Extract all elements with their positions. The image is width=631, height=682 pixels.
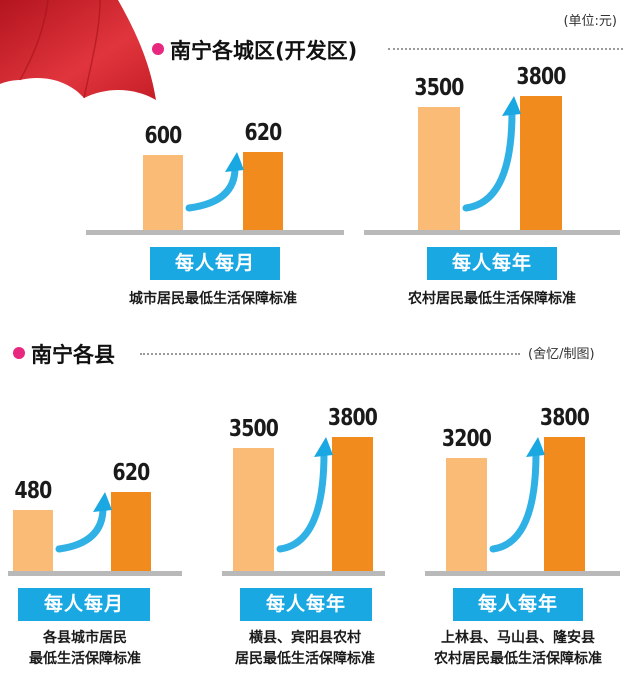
bar-after [332,437,373,571]
increase-arrow-icon [276,437,333,553]
chart-caption: 城市居民最低生活保障标准 [129,291,297,307]
chart-baseline [222,571,385,576]
chart-caption: 横县、宾阳县农村 居民最低生活保障标准 [235,630,375,667]
section-divider [140,353,520,355]
bar-before [233,447,274,571]
bar-after [544,437,585,571]
increase-arrow-icon [489,437,545,553]
chart-caption: 农村居民最低生活保障标准 [408,291,576,307]
chart-baseline [364,230,620,235]
bar-after [243,152,283,230]
bar-before [13,509,53,571]
period-badge: 每人每月 [150,247,280,280]
increase-arrow-icon [462,96,521,212]
increase-arrow-icon [55,492,112,553]
data-label: 620 [244,120,283,146]
data-label: 3800 [516,64,566,90]
increase-arrow-icon [185,152,244,212]
data-label: 600 [144,122,183,149]
section-divider [388,48,623,50]
chart-baseline [86,230,344,235]
section-bullet-icon [152,43,164,55]
bar-before [418,106,460,230]
umbrella-illustration [0,0,156,100]
bar-after [111,492,151,571]
bar-before [446,458,487,571]
section-title-districts: 南宁各城区(开发区) [170,39,358,63]
bar-before [143,154,183,230]
chart-baseline [425,571,620,576]
data-label: 3800 [327,405,378,431]
unit-note: (单位:元) [563,14,617,29]
period-badge: 每人每月 [18,588,150,621]
data-label: 3500 [228,415,279,442]
chart-baseline [8,571,182,576]
chart-caption: 各县城市居民 最低生活保障标准 [29,630,141,667]
data-label: 3800 [539,405,590,431]
data-label: 480 [14,477,53,504]
bar-after [520,96,562,230]
data-label: 3500 [414,74,464,101]
period-badge: 每人每年 [240,588,372,621]
data-label: 3200 [441,426,492,453]
credit-note: (舍忆/制图) [528,347,595,362]
chart-caption: 上林县、马山县、隆安县 农村居民最低生活保障标准 [434,630,602,667]
period-badge: 每人每年 [427,247,557,280]
section-title-counties: 南宁各县 [31,343,115,367]
period-badge: 每人每年 [453,588,583,621]
section-bullet-icon [13,347,25,359]
data-label: 620 [112,460,151,486]
